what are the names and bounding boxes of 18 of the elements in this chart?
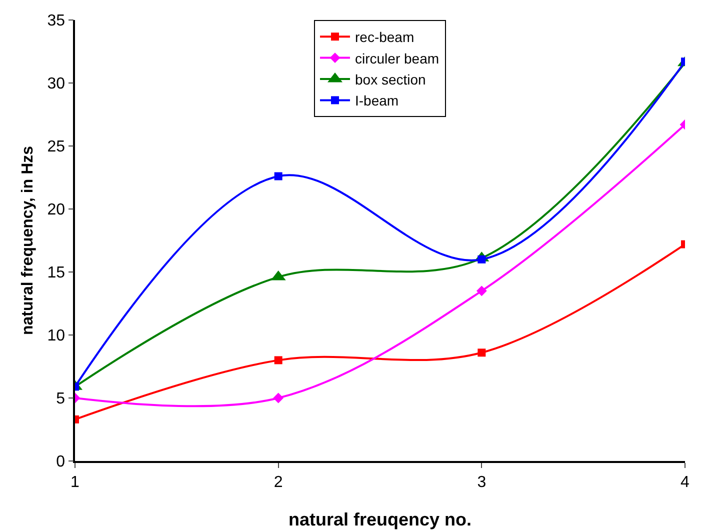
- y-tick-label: 0: [56, 454, 66, 471]
- y-tick-label: 10: [47, 328, 66, 345]
- x-axis-title: natural freuqency no.: [288, 510, 472, 530]
- legend-label: circuler beam: [355, 50, 440, 66]
- y-tick-label: 35: [47, 12, 66, 30]
- y-tick-label: 15: [47, 264, 66, 282]
- x-tick-label: 2: [274, 474, 283, 491]
- legend-label: I-beam: [355, 92, 399, 109]
- y-axis-title: natural frequency, in Hzs: [20, 146, 36, 336]
- y-tick-label: 20: [47, 202, 66, 219]
- legend-label: box section: [355, 71, 426, 88]
- x-tick-label: 1: [70, 474, 80, 491]
- y-tick-label: 25: [47, 138, 66, 156]
- x-tick-label: 4: [680, 474, 690, 491]
- y-tick-label: 5: [56, 390, 66, 408]
- x-tick-label: 3: [477, 474, 486, 491]
- legend-label: rec-beam: [355, 29, 414, 46]
- y-tick-label: 30: [47, 76, 66, 93]
